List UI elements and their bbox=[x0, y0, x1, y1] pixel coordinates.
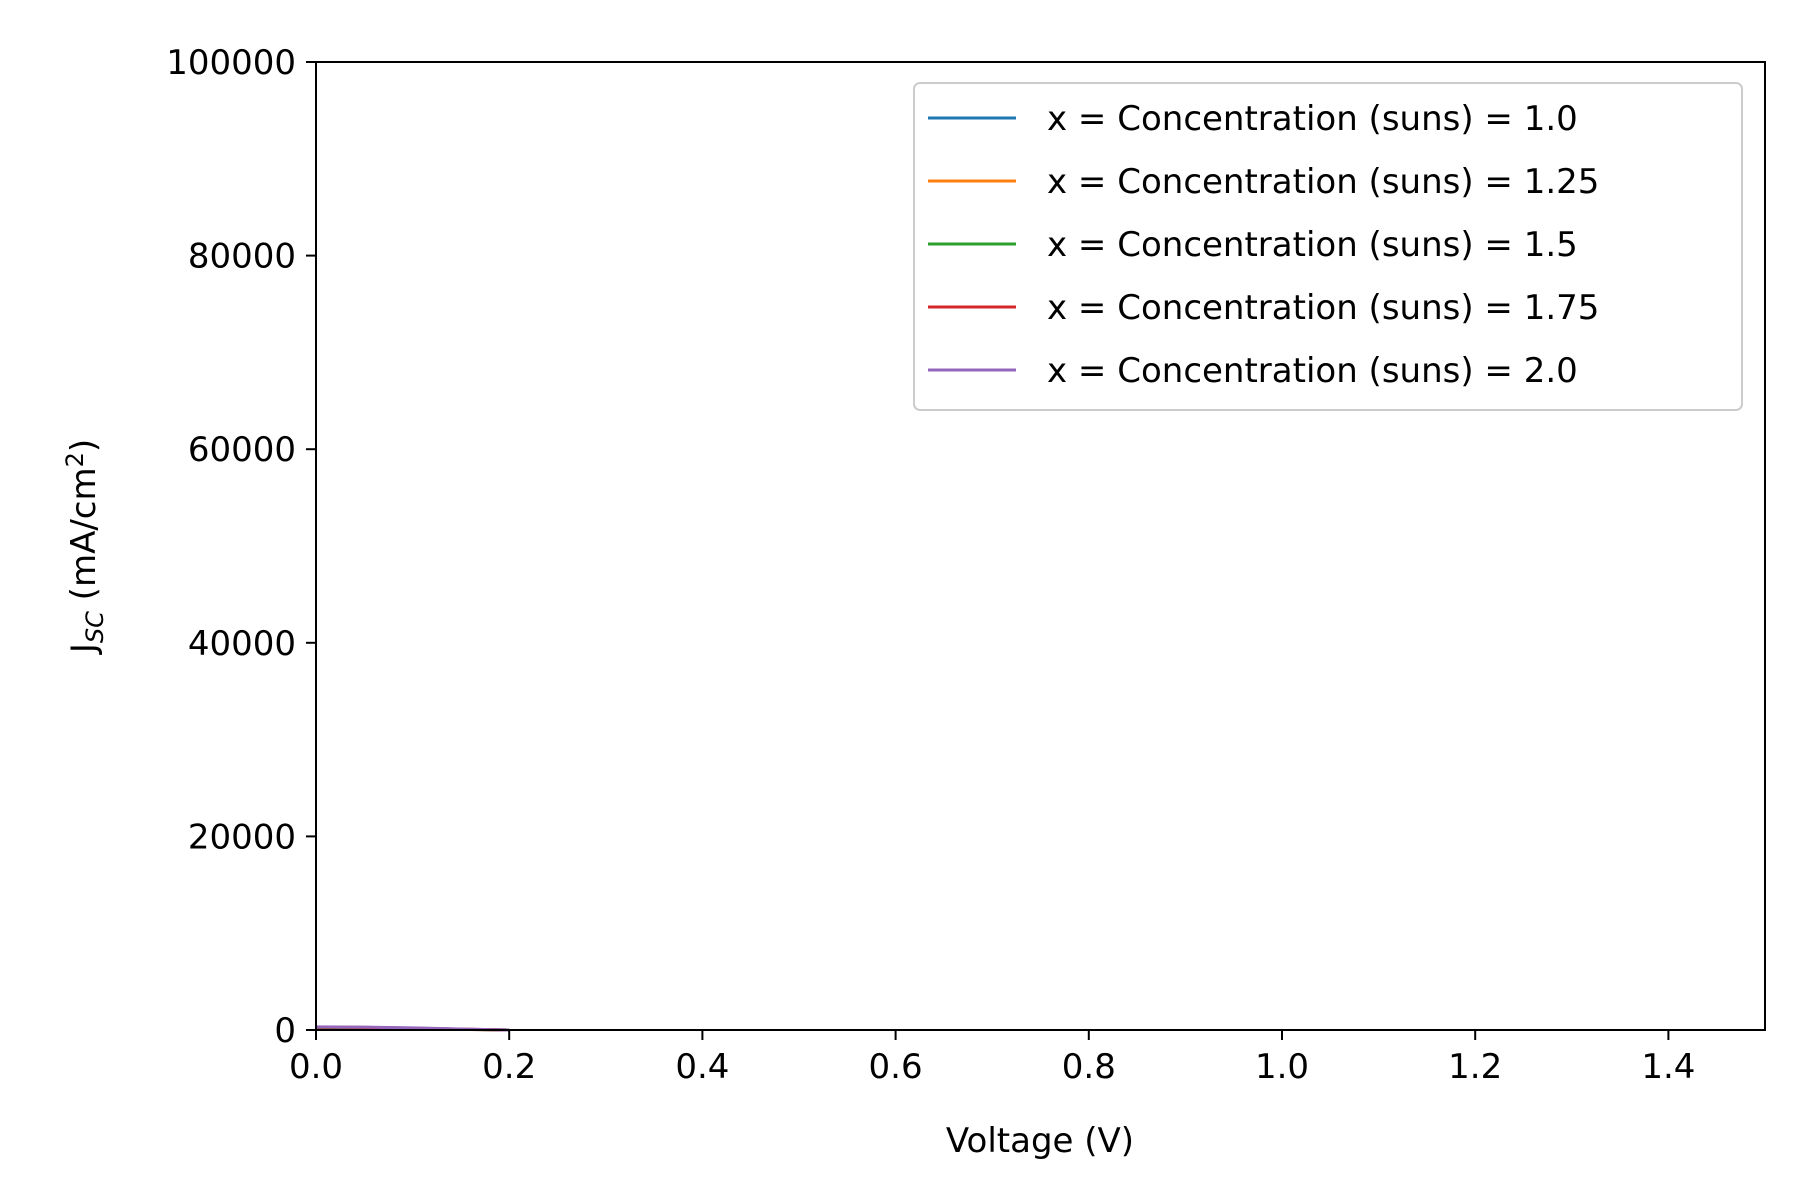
legend-label-5: x = Concentration (suns) = 2.0 bbox=[1047, 351, 1578, 391]
x-tick-label: 0.8 bbox=[1062, 1047, 1116, 1087]
x-tick-label: 0.2 bbox=[482, 1047, 536, 1087]
legend-label-1: x = Concentration (suns) = 1.0 bbox=[1047, 99, 1578, 139]
y-tick-label: 100000 bbox=[166, 43, 296, 83]
y-axis-title-main: J bbox=[64, 643, 104, 655]
x-axis-title: Voltage (V) bbox=[946, 1121, 1134, 1161]
y-tick-label: 40000 bbox=[188, 624, 296, 664]
legend: x = Concentration (suns) = 1.0 x = Concen… bbox=[913, 82, 1743, 411]
x-axis-ticks: 0.0 0.2 0.4 0.6 0.8 1.0 1.2 1.4 bbox=[289, 1030, 1695, 1087]
y-axis-ticks: 0 20000 40000 60000 80000 100000 bbox=[166, 43, 316, 1051]
legend-box bbox=[913, 82, 1743, 411]
x-tick-label: 1.2 bbox=[1448, 1047, 1502, 1087]
y-axis-title-superscript: 2 bbox=[61, 452, 89, 467]
x-tick-label: 0.6 bbox=[869, 1047, 923, 1087]
y-tick-label: 80000 bbox=[188, 237, 296, 277]
x-tick-label: 1.4 bbox=[1641, 1047, 1695, 1087]
y-axis-title: JSC (mA/cm2) bbox=[61, 439, 109, 655]
y-tick-label: 20000 bbox=[188, 817, 296, 857]
x-tick-label: 0.4 bbox=[675, 1047, 729, 1087]
x-tick-label: 0.0 bbox=[289, 1047, 343, 1087]
legend-label-3: x = Concentration (suns) = 1.5 bbox=[1047, 225, 1578, 265]
plot-frame bbox=[315, 61, 1766, 1031]
x-tick-label: 1.0 bbox=[1255, 1047, 1309, 1087]
y-axis-title-subscript: SC bbox=[81, 611, 109, 643]
y-tick-label: 0 bbox=[274, 1011, 296, 1051]
legend-entries: x = Concentration (suns) = 1.0 x = Concen… bbox=[928, 99, 1599, 391]
y-axis-title-unit-close: ) bbox=[64, 439, 104, 452]
legend-label-2: x = Concentration (suns) = 1.25 bbox=[1047, 162, 1599, 202]
legend-label-4: x = Concentration (suns) = 1.75 bbox=[1047, 288, 1599, 328]
y-axis-title-unit: (mA/cm bbox=[64, 467, 104, 611]
y-tick-label: 60000 bbox=[188, 430, 296, 470]
